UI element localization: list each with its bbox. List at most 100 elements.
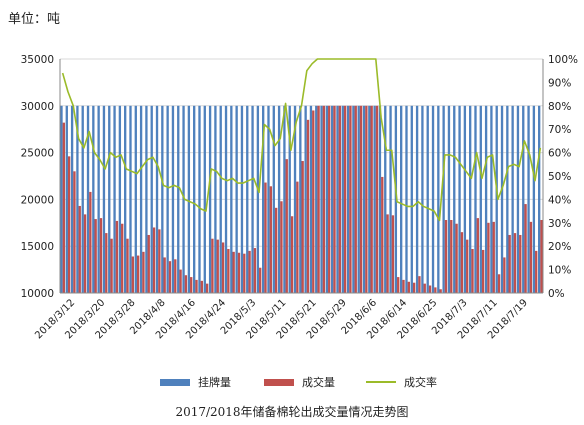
bar-listed	[538, 105, 541, 293]
bar-listed	[500, 105, 504, 293]
y2-tick-label: 30%	[548, 218, 571, 230]
bar-listed	[458, 105, 461, 293]
bar-listed	[516, 105, 520, 293]
bar-traded	[375, 105, 379, 293]
bar-listed	[522, 105, 525, 293]
bar-listed	[177, 105, 180, 293]
bar-listed	[384, 105, 387, 293]
bar-traded	[524, 204, 527, 293]
y2-tick-label: 90%	[548, 77, 571, 89]
bar-traded	[365, 105, 368, 293]
bar-listed	[246, 105, 249, 293]
legend: 挂牌量 成交量 成交率	[0, 374, 584, 392]
bar-listed	[92, 105, 95, 293]
bar-traded	[94, 219, 97, 293]
bar-traded	[439, 289, 442, 293]
bar-traded	[434, 287, 437, 293]
bar-traded	[312, 110, 315, 293]
bar-traded	[99, 218, 103, 293]
bar-listed	[479, 105, 482, 293]
bar-listed	[60, 105, 63, 293]
bar-listed	[506, 105, 509, 293]
bar-listed	[400, 105, 403, 293]
bar-traded	[126, 238, 129, 293]
bar-traded	[423, 283, 426, 293]
bar-traded	[306, 119, 310, 293]
legend-swatch-traded	[264, 378, 294, 386]
bar-traded	[136, 255, 140, 293]
rate-line	[61, 58, 542, 222]
bar-traded	[248, 250, 251, 293]
bar-listed	[299, 105, 302, 293]
bar-traded	[105, 233, 108, 293]
bar-traded	[487, 222, 490, 293]
bar-listed	[86, 105, 90, 293]
bar-listed	[304, 105, 307, 293]
bar-traded	[62, 122, 65, 293]
bar-listed	[224, 105, 228, 293]
bar-traded	[402, 279, 405, 293]
bar-traded	[110, 238, 113, 293]
bar-listed	[368, 105, 371, 293]
bar-listed	[256, 105, 260, 293]
bar-listed	[315, 105, 318, 293]
bar-listed	[331, 105, 334, 293]
y2-tick-label: 100%	[548, 54, 578, 66]
bar-traded	[83, 214, 87, 293]
bar-listed	[341, 105, 344, 293]
bar-traded	[301, 161, 304, 293]
bar-traded	[481, 249, 485, 293]
bar-traded	[535, 250, 538, 293]
legend-label-traded: 成交量	[302, 376, 335, 389]
bar-traded	[471, 249, 474, 293]
bar-listed	[166, 105, 169, 293]
bar-listed	[97, 105, 100, 293]
bar-listed	[230, 105, 233, 293]
bar-traded	[216, 239, 219, 293]
bar-listed	[155, 105, 159, 293]
bar-listed	[474, 105, 477, 293]
bar-listed	[129, 105, 132, 293]
bar-listed	[442, 105, 445, 293]
bar-listed	[421, 105, 424, 293]
bar-traded	[195, 279, 198, 293]
bar-traded	[259, 267, 262, 293]
bar-traded	[349, 105, 352, 293]
legend-item-rate: 成交率	[366, 374, 437, 390]
bar-traded	[121, 223, 124, 293]
bar-listed	[346, 105, 350, 293]
bar-listed	[293, 105, 297, 293]
bar-listed	[187, 105, 191, 293]
bar-traded	[163, 257, 166, 293]
bar-listed	[352, 105, 355, 293]
y-tick-label: 30000	[21, 101, 54, 113]
bar-traded	[322, 105, 326, 293]
bar-traded	[540, 219, 543, 293]
y2-tick-label: 50%	[548, 171, 571, 183]
bar-traded	[285, 159, 288, 293]
bar-listed	[362, 105, 366, 293]
bar-traded	[476, 218, 479, 293]
bar-listed	[277, 105, 281, 293]
bar-listed	[161, 105, 164, 293]
legend-swatch-rate	[366, 381, 396, 383]
x-axis-ticks: 2018/3/122018/3/202018/3/282018/4/82018/…	[33, 297, 530, 341]
bar-listed	[426, 105, 429, 293]
bar-listed	[373, 105, 376, 293]
bar-listed	[389, 105, 392, 293]
bar-traded	[78, 205, 81, 293]
legend-item-traded: 成交量	[264, 374, 335, 390]
bar-listed	[76, 105, 79, 293]
axes	[59, 59, 544, 294]
y-axis-ticks: 10000 15000 20000 25000 30000 35000	[21, 54, 54, 300]
bar-traded	[184, 275, 188, 293]
bar-listed	[288, 105, 291, 293]
bar-listed	[431, 105, 435, 293]
bar-traded	[221, 242, 225, 293]
bar-traded	[115, 220, 119, 293]
bar-listed	[357, 105, 360, 293]
legend-item-listed: 挂牌量	[160, 374, 231, 390]
bar-traded	[492, 221, 495, 293]
bar-listed	[272, 105, 275, 293]
bar-traded	[503, 257, 506, 293]
